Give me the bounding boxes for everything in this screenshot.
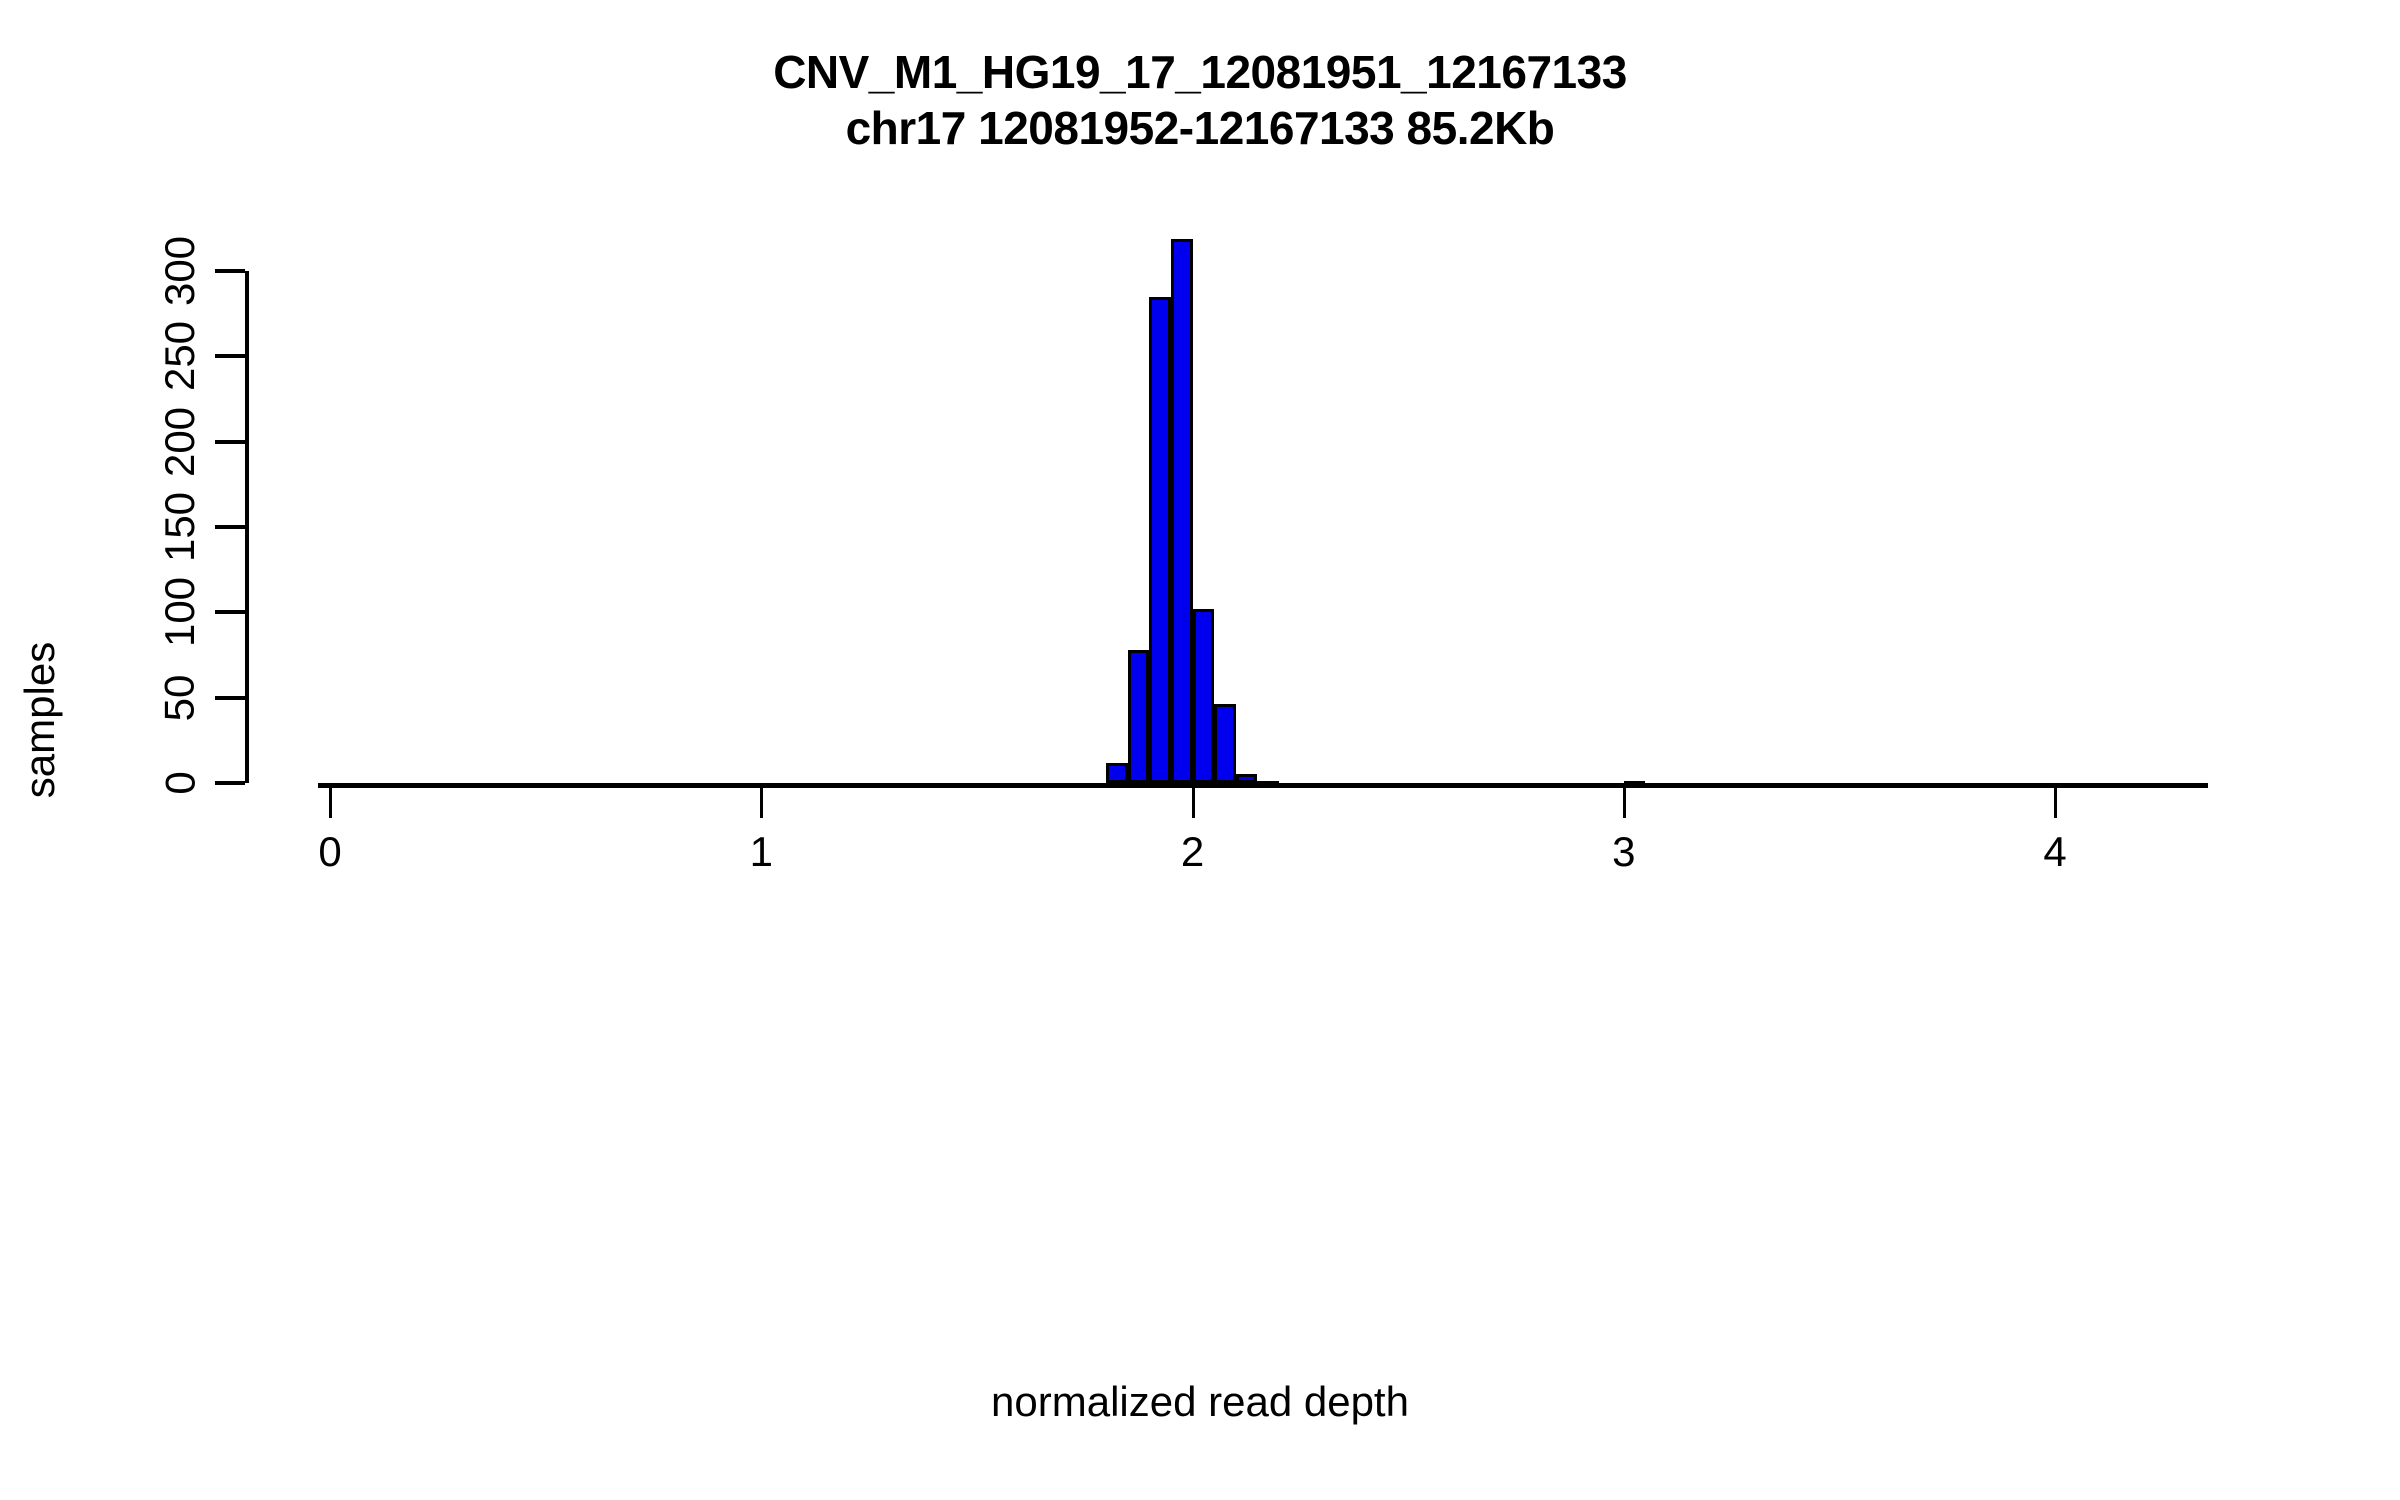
histogram-bar	[1623, 781, 1646, 788]
y-tick-mark	[215, 781, 245, 785]
y-tick-mark	[215, 439, 245, 444]
x-tick-mark	[1191, 788, 1195, 818]
chart-title-line-1: CNV_M1_HG19_17_12081951_12167133	[773, 46, 1627, 98]
y-tick-label-text: 200	[156, 406, 203, 477]
y-tick-mark	[215, 695, 245, 700]
y-tick-mark	[215, 354, 245, 359]
x-axis-title-text: normalized read depth	[991, 1378, 1409, 1425]
x-tick-label: 1	[749, 828, 773, 875]
histogram-bar	[1106, 762, 1128, 783]
y-tick-label-text: 50	[156, 674, 203, 722]
chart-title: CNV_M1_HG19_17_12081951_12167133 chr17 1…	[0, 46, 2400, 154]
histogram-bar	[1257, 781, 1279, 788]
x-tick-label: 4	[2043, 828, 2067, 875]
y-tick-label-text: 300	[156, 235, 203, 307]
y-tick-label-text: 100	[156, 577, 203, 648]
histogram-bar	[1149, 296, 1171, 783]
x-tick-mark	[1622, 788, 1626, 818]
histogram-bar	[1127, 649, 1150, 783]
histogram-bar	[1214, 704, 1236, 783]
histogram-bar	[1192, 608, 1215, 783]
x-tick-mark	[760, 788, 764, 818]
x-axis-title: normalized read depth	[0, 1378, 2400, 1426]
y-axis-line	[245, 271, 249, 783]
y-tick-mark	[215, 610, 245, 615]
y-tick-label-text: 150	[156, 491, 203, 563]
x-tick-label: 2	[1180, 828, 1205, 875]
x-tick-label: 3	[1612, 828, 1636, 875]
histogram-bar	[1170, 238, 1193, 783]
y-tick-label-text: 0	[156, 771, 203, 795]
y-tick-mark	[215, 268, 245, 273]
x-tick-mark	[329, 788, 332, 818]
histogram-bar	[1235, 774, 1258, 783]
y-tick-label-text: 250	[156, 321, 203, 392]
x-tick-mark	[2054, 788, 2057, 818]
y-tick-mark	[215, 524, 245, 529]
chart-title-line-2: chr17 12081952-12167133 85.2Kb	[845, 101, 1555, 154]
x-tick-label: 0	[318, 828, 342, 875]
y-axis-title: samples	[10, 0, 70, 1500]
y-axis-title-text: samples	[16, 641, 63, 799]
